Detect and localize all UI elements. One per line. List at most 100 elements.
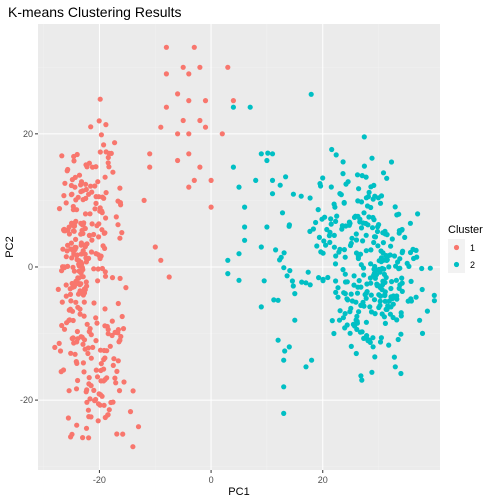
cluster-2-point (363, 295, 369, 301)
cluster-2-point (397, 256, 403, 262)
cluster-2-point (230, 104, 236, 110)
cluster-2-point (253, 177, 259, 183)
cluster-2-point (363, 319, 369, 325)
cluster-2-point (382, 320, 388, 326)
cluster-1-point (63, 200, 69, 206)
cluster-1-point (83, 279, 89, 285)
cluster-1-point (65, 263, 71, 269)
cluster-1-point (93, 338, 99, 344)
cluster-2-point (271, 297, 277, 303)
cluster-2-point (371, 266, 377, 272)
cluster-2-point (316, 234, 322, 240)
cluster-2-point (371, 182, 377, 188)
cluster-1-point (93, 200, 99, 206)
cluster-2-point (359, 329, 365, 335)
cluster-2-point (388, 285, 394, 292)
cluster-2-point (279, 210, 286, 216)
cluster-1-point (91, 387, 97, 393)
cluster-2-point (290, 283, 296, 289)
cluster-2-point (393, 263, 399, 269)
cluster-2-point (247, 104, 253, 110)
cluster-2-point (368, 280, 374, 286)
cluster-2-point (405, 298, 411, 304)
cluster-1-point (70, 223, 77, 229)
cluster-1-point (117, 200, 123, 206)
cluster-2-point (419, 265, 425, 272)
cluster-2-point (332, 204, 338, 210)
cluster-1-point (61, 326, 68, 332)
cluster-2-point (313, 219, 319, 226)
cluster-2-point (369, 225, 376, 231)
cluster-1-point (68, 434, 74, 440)
cluster-2-point (369, 155, 375, 161)
cluster-1-point (102, 306, 108, 312)
cluster-2-point (309, 357, 315, 363)
cluster-1-point (163, 71, 169, 77)
cluster-1-point (91, 231, 97, 238)
cluster-1-point (115, 300, 121, 307)
cluster-2-point (317, 181, 323, 187)
cluster-2-point (358, 199, 365, 205)
cluster-2-point (355, 213, 361, 219)
cluster-1-point (102, 323, 108, 329)
cluster-2-point (394, 212, 400, 218)
cluster-2-point (377, 302, 383, 308)
cluster-2-point (361, 134, 367, 140)
cluster-1-point (208, 177, 214, 183)
cluster-1-point (65, 242, 71, 248)
cluster-1-point (86, 375, 92, 381)
cluster-1-point (71, 158, 77, 164)
cluster-1-point (80, 341, 86, 347)
cluster-2-point (336, 317, 343, 323)
cluster-2-point (281, 410, 287, 416)
cluster-2-point (329, 146, 335, 153)
cluster-1-point (66, 231, 72, 237)
cluster-1-point (197, 164, 203, 170)
cluster-1-point (80, 360, 86, 366)
cluster-1-point (102, 376, 108, 383)
cluster-2-point (419, 330, 426, 336)
cluster-1-point (70, 335, 76, 341)
cluster-2-point (363, 174, 369, 180)
cluster-2-point (298, 193, 304, 199)
cluster-1-point (102, 174, 108, 180)
cluster-2-point (368, 247, 374, 253)
cluster-2-point (359, 173, 365, 179)
cluster-1-point (70, 317, 76, 324)
cluster-1-point (64, 248, 70, 254)
cluster-1-point (115, 358, 121, 364)
cluster-1-point (92, 183, 98, 189)
cluster-1-point (94, 374, 101, 380)
cluster-2-point (261, 278, 267, 284)
cluster-1-point (72, 244, 78, 250)
cluster-2-point (283, 174, 289, 180)
cluster-1-point (130, 388, 136, 394)
cluster-2-point (375, 224, 381, 230)
cluster-2-point (377, 298, 383, 304)
cluster-1-point (104, 348, 110, 354)
cluster-2-point (337, 308, 343, 314)
cluster-2-point (307, 228, 313, 234)
cluster-1-point (83, 259, 89, 265)
cluster-2-point (397, 265, 403, 271)
cluster-2-point (353, 350, 359, 357)
cluster-2-point (386, 342, 392, 348)
cluster-2-point (393, 277, 399, 283)
cluster-1-point (93, 251, 99, 257)
cluster-2-point (398, 310, 404, 316)
cluster-1-point (163, 104, 169, 110)
cluster-2-point (360, 238, 366, 244)
cluster-2-point (340, 159, 346, 165)
cluster-2-point (332, 261, 339, 267)
cluster-2-point (364, 289, 370, 295)
cluster-2-point (368, 261, 374, 267)
cluster-1-point (93, 367, 99, 373)
cluster-1-point (60, 246, 66, 252)
cluster-2-point (323, 242, 329, 248)
cluster-2-point (308, 91, 314, 97)
cluster-1-point (197, 64, 203, 70)
axes: -20 0 20 -20 0 20 (20, 129, 328, 485)
cluster-2-point (381, 271, 387, 277)
cluster-1-point (83, 425, 90, 431)
cluster-1-point (117, 185, 123, 191)
